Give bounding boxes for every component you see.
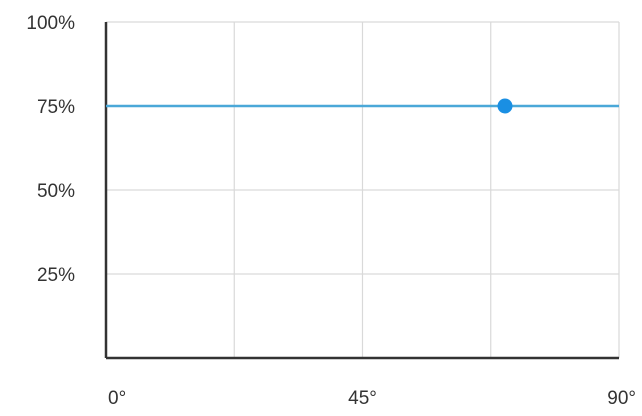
x-tick-label: 90° — [607, 388, 636, 409]
y-tick-label: 75% — [37, 97, 75, 118]
series — [106, 98, 619, 114]
x-tick-label: 0° — [108, 388, 126, 409]
axes — [104, 22, 619, 360]
y-tick-label: 100% — [26, 13, 75, 34]
tick-labels: 25% 50% 75% 100% 0° 45° 90° — [26, 13, 636, 409]
y-tick-label: 25% — [37, 265, 75, 286]
y-tick-label: 50% — [37, 181, 75, 202]
data-point-marker — [497, 98, 513, 114]
x-tick-label: 45° — [348, 388, 377, 409]
grid-lines — [106, 21, 620, 358]
